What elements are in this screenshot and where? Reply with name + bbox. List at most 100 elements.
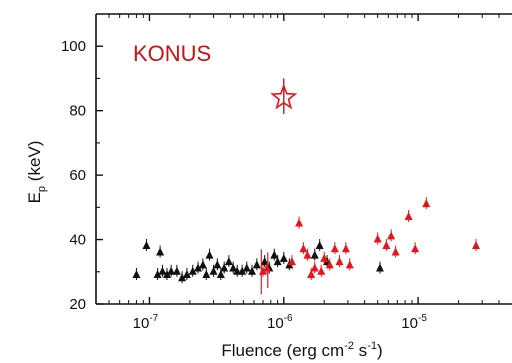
marker [153,270,162,278]
point-black [224,255,233,268]
marker [188,266,197,275]
marker [229,263,238,272]
point-black [153,268,162,280]
marker [198,260,207,269]
marker [373,234,382,243]
point-black [194,261,203,274]
panel-label-konus: KONUS [133,41,211,66]
point-red [310,261,319,274]
marker [335,257,344,266]
marker [156,247,165,256]
marker [295,218,304,227]
marker [202,270,211,278]
marker [216,270,225,278]
point-red [411,242,420,255]
point-red [387,229,396,242]
y-tick-label: 60 [69,167,86,184]
marker [472,241,481,249]
point-black [238,264,247,277]
point-red [373,232,382,245]
point-black [213,258,222,271]
x-tick-label: 10-5 [401,313,427,332]
point-red [295,216,304,229]
point-black [248,264,257,277]
marker [242,263,251,272]
point-black [162,268,171,280]
y-tick-label: 100 [61,38,86,55]
marker [307,270,316,278]
point-red [404,210,413,222]
marker [315,241,324,249]
marker [205,250,214,259]
marker [158,266,167,275]
marker [310,250,319,259]
point-red [303,248,312,261]
marker [391,247,400,256]
point-red [391,245,400,258]
point-black [142,239,151,251]
point-black [205,248,214,261]
point-black [198,258,207,271]
marker [238,266,247,275]
marker [375,263,384,272]
x-axis-title: Fluence (erg cm-2 s-1) [221,340,382,360]
point-red [382,239,391,251]
point-black [310,248,319,261]
y-tick-label: 20 [69,296,86,313]
y-tick-label: 80 [69,103,86,120]
point-black [270,248,279,261]
marker [273,257,282,266]
point-red [299,242,308,255]
point-black [216,268,225,280]
point-red [307,268,316,280]
marker [341,244,350,253]
marker [310,263,319,272]
marker [345,260,354,269]
star-marker [270,83,298,110]
point-black [132,268,141,280]
marker [325,260,334,269]
x-tick-label: 10-7 [133,313,159,332]
point-red [317,264,326,277]
point-black [172,264,181,277]
marker [262,263,271,272]
marker [382,241,391,249]
point-black [158,264,167,277]
data-points [132,197,481,295]
point-black [156,245,165,258]
point-black [229,261,238,274]
marker [162,270,171,278]
marker [330,244,339,253]
y-axis-title: Ep (keV) [25,141,48,204]
point-red [287,255,296,268]
marker [142,241,151,249]
point-red [325,258,334,271]
axes-frame [95,13,512,305]
marker [167,266,176,275]
marker [220,263,229,272]
marker [317,266,326,275]
point-red [335,255,344,268]
marker [178,273,187,282]
point-black [202,268,211,280]
point-black [220,261,229,274]
marker [172,266,181,275]
point-black [375,261,384,274]
marker [252,260,261,269]
marker [411,244,420,253]
point-red [422,197,431,210]
marker [320,253,329,262]
point-red [472,239,481,251]
point-red [262,261,271,274]
highlight-star-layer [270,78,298,114]
marker [422,199,431,208]
marker [182,270,191,278]
point-black [182,268,191,280]
point-black [178,271,187,284]
point-black [279,251,288,264]
marker [213,260,222,269]
point-black [209,264,218,277]
point-black [252,258,261,271]
marker [299,244,308,253]
